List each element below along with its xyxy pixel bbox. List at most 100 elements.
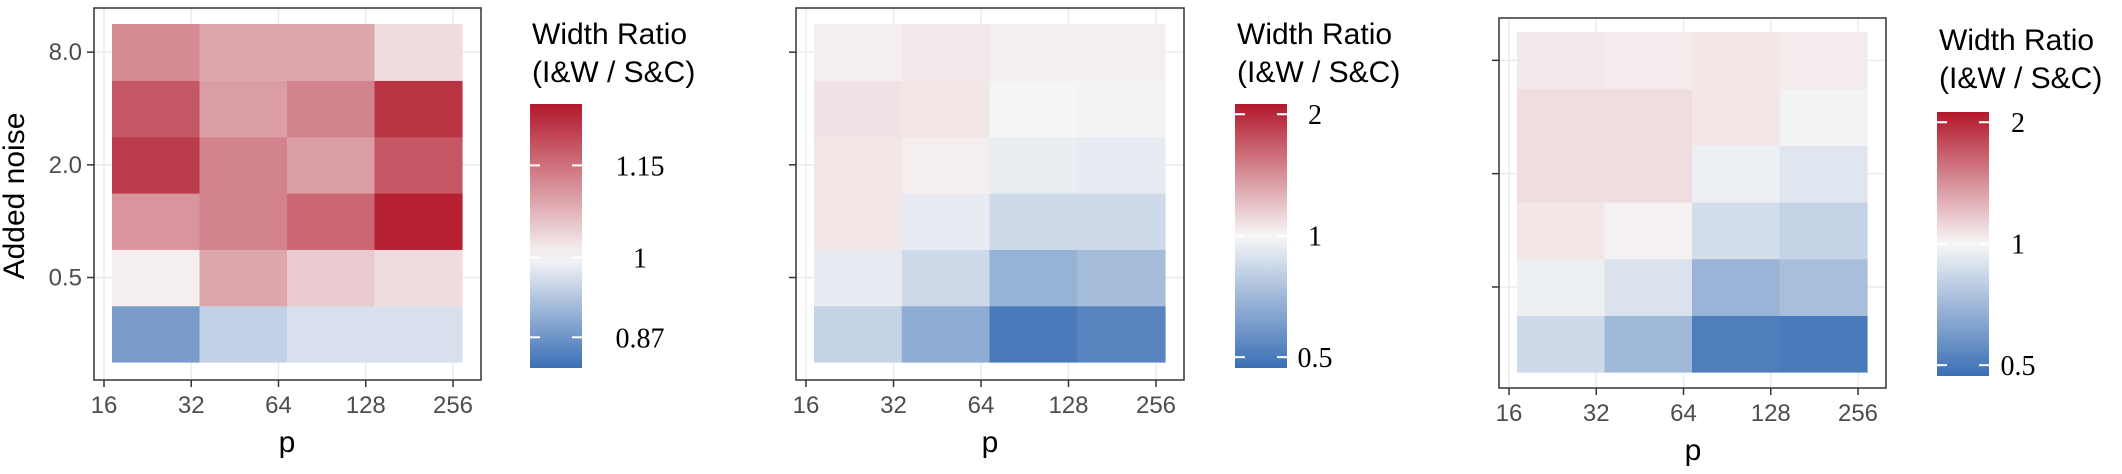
x-tick-label: 128	[346, 392, 386, 419]
x-tick-label: 32	[880, 392, 907, 419]
heatmap-cell-r5-c0	[814, 24, 903, 81]
heatmap-cell-r1-c0	[112, 249, 201, 307]
x-tick-label: 64	[265, 392, 292, 419]
heatmap-cell-r1-c3	[1077, 249, 1166, 307]
color-legend: Width Ratio (I&W / S&C) 1.15 1 0.87	[530, 18, 695, 368]
x-tick-label: 256	[1838, 400, 1878, 427]
heatmap-cell-r3-c2	[989, 136, 1078, 194]
heatmap-cell-r4-c2	[287, 80, 376, 138]
x-tick-label: 64	[1670, 400, 1697, 427]
heatmap-cell-r3-c3	[1077, 136, 1166, 194]
legend-colorbar	[530, 104, 582, 368]
heatmap-cell-r5-c3	[1077, 24, 1166, 81]
legend-title-line: (I&W / S&C)	[532, 56, 695, 89]
heatmap-cell-r4-c1	[1604, 88, 1693, 146]
panel-border	[1498, 17, 1887, 389]
heatmap-cell-r5-c1	[901, 24, 991, 81]
heatmap-cell-r4-c3	[1077, 80, 1166, 138]
legend-tick-label: 0.5	[2001, 351, 2036, 382]
heatmap-cell-r1-c1	[901, 249, 991, 307]
heatmap-cell-r5-c2	[1692, 32, 1781, 90]
heatmap-cell-r2-c1	[199, 193, 288, 250]
heatmap-cell-r4-c3	[1779, 88, 1868, 146]
heatmap-cell-r1-c3	[1779, 258, 1868, 316]
legend-tick-label: 0.5	[1298, 343, 1333, 374]
heatmap-cell-r2-c0	[1517, 202, 1606, 260]
heatmap-cell-r2-c3	[1077, 193, 1166, 250]
heatmap-cell-r1-c2	[287, 249, 376, 307]
heatmap-cell-r2-c0	[814, 193, 903, 250]
heatmap-cell-r1-c0	[1517, 258, 1606, 316]
heatmap-panel-1: 16 32 64 128 256 8.0 2.0 0.5 p Added noise Width R…	[0, 7, 695, 459]
x-axis-title: p	[279, 426, 296, 459]
legend-title-line: Width Ratio	[1237, 18, 1392, 51]
x-tick-label: 128	[1751, 400, 1791, 427]
heatmap-cell-r0-c2	[287, 305, 376, 363]
heatmap-cell-r2-c2	[287, 193, 376, 250]
heatmap-cell-r1-c2	[989, 249, 1078, 307]
heatmap-cell-r5-c0	[112, 24, 201, 81]
panel-border	[93, 7, 482, 381]
heatmap-cell-r4-c2	[989, 80, 1078, 138]
heatmap-cell-r2-c3	[374, 193, 463, 250]
heatmap-cell-r5-c2	[989, 24, 1078, 81]
heatmap-cell-r3-c1	[901, 136, 991, 194]
legend-title-line: Width Ratio	[532, 18, 687, 51]
heatmap-cell-r4-c1	[901, 80, 991, 138]
y-tick-label: 2.0	[49, 152, 82, 179]
heatmap-cell-r5-c1	[199, 24, 288, 81]
heatmap-cell-r1-c0	[814, 249, 903, 307]
heatmap-cell-r3-c0	[112, 136, 201, 194]
heatmap-cell-r4-c1	[199, 80, 288, 138]
heatmap-cell-r0-c1	[199, 305, 288, 363]
heatmap-cell-r4-c0	[1517, 88, 1606, 146]
y-tick-label: 0.5	[49, 265, 82, 292]
heatmap-cell-r1-c3	[374, 249, 463, 307]
heatmap-cell-r0-c3	[1779, 315, 1868, 373]
heatmap-cell-r3-c1	[1604, 145, 1693, 203]
legend-title-line: (I&W / S&C)	[1237, 56, 1400, 89]
heatmap-cell-r3-c1	[199, 136, 288, 194]
x-axis-title: p	[982, 426, 999, 459]
heatmap-cell-r2-c2	[989, 193, 1078, 250]
heatmap-cell-r1-c1	[199, 249, 288, 307]
heatmap-cell-r4-c0	[112, 80, 201, 138]
x-tick-label: 16	[793, 392, 820, 419]
heatmap-cell-r3-c3	[1779, 145, 1868, 203]
heatmap-cell-r4-c3	[374, 80, 463, 138]
y-axis-title: Added noise	[0, 113, 31, 280]
legend-tick-label: 0.87	[616, 323, 665, 354]
heatmap-cell-r5-c1	[1604, 32, 1693, 90]
heatmap-cell-r0-c0	[814, 305, 903, 363]
heatmap-cell-r5-c3	[374, 24, 463, 81]
heatmap-cell-r2-c0	[112, 193, 201, 250]
legend-tick-label: 2	[2011, 108, 2025, 139]
legend-tick-label: 1.15	[616, 151, 665, 182]
heatmap-cell-r5-c0	[1517, 32, 1606, 90]
heatmap-cell-r0-c3	[1077, 305, 1166, 363]
heatmap-cell-r0-c3	[374, 305, 463, 363]
heatmap-cell-r1-c1	[1604, 258, 1693, 316]
heatmap-cell-r3-c0	[1517, 145, 1606, 203]
x-tick-label: 16	[1496, 400, 1523, 427]
x-tick-label: 32	[1583, 400, 1610, 427]
heatmap-cell-r2-c2	[1692, 202, 1781, 260]
heatmap-cell-r0-c2	[1692, 315, 1781, 373]
heatmap-cell-r4-c2	[1692, 88, 1781, 146]
heatmap-cell-r1-c2	[1692, 258, 1781, 316]
heatmap-cell-r2-c1	[901, 193, 991, 250]
x-axis-title: p	[1685, 434, 1702, 467]
legend-title-line: (I&W / S&C)	[1939, 62, 2102, 95]
x-tick-label: 256	[1136, 392, 1176, 419]
heatmap-cell-r3-c2	[1692, 145, 1781, 203]
x-tick-label: 16	[91, 392, 118, 419]
heatmap-cell-r4-c0	[814, 80, 903, 138]
heatmap-cell-r0-c1	[1604, 315, 1693, 373]
legend-tick-label: 1	[2011, 230, 2025, 261]
heatmap-cell-r3-c2	[287, 136, 376, 194]
heatmap-cell-r3-c0	[814, 136, 903, 194]
legend-tick-label: 2	[1308, 100, 1322, 131]
heatmap-cell-r2-c3	[1779, 202, 1868, 260]
x-tick-label: 32	[178, 392, 205, 419]
